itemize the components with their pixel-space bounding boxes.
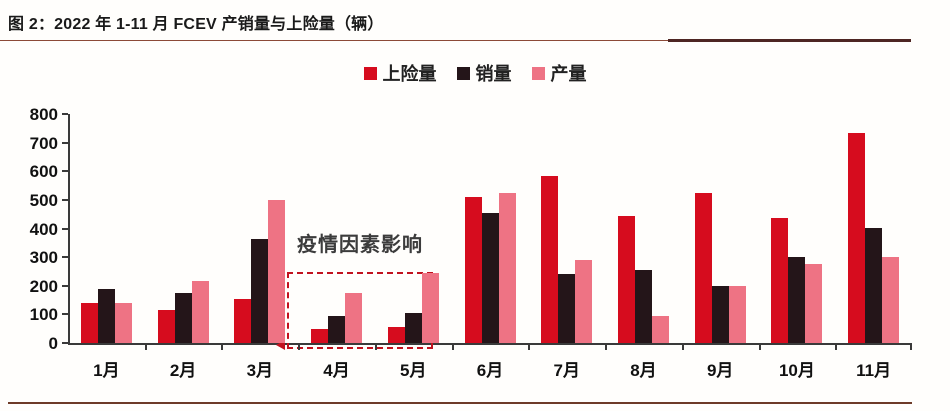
x-axis-label-7月: 7月 (553, 361, 580, 380)
bar-销量-11月 (865, 228, 882, 343)
bar-产量-11月 (882, 257, 899, 343)
x-axis-label-9月: 9月 (706, 361, 734, 380)
bar-产量-6月 (499, 193, 516, 343)
legend-swatch-icon (363, 66, 377, 80)
legend-item-1: 销量 (456, 60, 512, 86)
y-axis-tick-label: 300 (29, 248, 58, 268)
legend-swatch-icon (531, 66, 545, 80)
legend-swatch-icon (456, 66, 470, 80)
bar-chart: 疫情因素影响 0 100 200 300 400 500 600 700 800 1月 2月 3月 4月… (0, 100, 950, 400)
bar-销量-10月 (788, 257, 805, 343)
x-axis-label-5月: 5月 (400, 361, 427, 380)
y-axis-tick (62, 342, 68, 344)
annotation-label: 疫情因素影响 (297, 234, 423, 256)
bar-上险量-9月 (695, 193, 712, 343)
y-axis-tick-label: 400 (29, 219, 58, 239)
bar-销量-8月 (635, 270, 652, 343)
y-axis-tick-label: 0 (48, 334, 58, 353)
x-axis-label-8月: 8月 (630, 361, 657, 380)
bar-销量-7月 (558, 274, 575, 343)
y-axis-tick (62, 141, 68, 144)
bar-上险量-3月 (234, 299, 251, 343)
x-axis-label-4月: 4月 (323, 361, 350, 380)
bar-上险量-7月 (541, 176, 558, 343)
x-axis-label-3月: 3月 (246, 361, 274, 380)
bar-上险量-2月 (158, 310, 175, 343)
bar-产量-8月 (652, 316, 669, 343)
x-axis-tick (682, 345, 684, 350)
y-axis-tick (62, 284, 68, 287)
bottom-rule (8, 402, 912, 404)
bar-产量-4月 (345, 293, 362, 343)
x-axis-tick (528, 345, 530, 350)
x-axis-tick (759, 345, 761, 350)
bar-上险量-6月 (465, 197, 482, 343)
bar-产量-7月 (575, 260, 592, 343)
x-axis-label-10月: 10月 (778, 361, 815, 380)
x-axis-tick (452, 345, 454, 350)
annotation-arrow-icon (276, 340, 285, 350)
legend-label: 上险量 (382, 64, 437, 84)
bar-销量-3月 (251, 239, 268, 343)
bar-上险量-10月 (771, 218, 788, 343)
bar-产量-10月 (805, 264, 822, 343)
bar-上险量-1月 (81, 303, 98, 343)
y-axis-tick (62, 113, 68, 115)
bar-销量-2月 (175, 293, 192, 343)
bar-上险量-8月 (618, 216, 635, 343)
title-rule-thick (668, 39, 911, 42)
bar-产量-3月 (268, 200, 285, 343)
x-axis-tick (145, 345, 147, 350)
y-axis-tick-label: 800 (29, 105, 58, 124)
bar-上险量-4月 (311, 329, 328, 343)
y-axis-tick-label: 200 (29, 276, 58, 296)
x-axis-tick (298, 345, 300, 350)
bar-销量-5月 (405, 313, 422, 343)
y-axis-tick (62, 256, 68, 259)
y-axis-tick-label: 600 (29, 162, 58, 182)
bar-产量-9月 (729, 286, 746, 343)
y-axis-tick (62, 313, 68, 316)
x-axis-tick (605, 345, 607, 350)
y-axis-line (68, 114, 70, 344)
bar-上险量-5月 (388, 327, 405, 343)
y-axis-tick (62, 170, 68, 173)
x-axis-tick (910, 345, 912, 350)
y-axis-tick (62, 198, 68, 201)
x-axis-label-6月: 6月 (476, 361, 504, 380)
legend-item-0: 上险量 (363, 60, 437, 86)
x-axis-tick (221, 345, 223, 350)
x-axis-label-1月: 1月 (93, 361, 120, 380)
bar-上险量-11月 (848, 133, 865, 343)
bar-销量-9月 (712, 286, 729, 343)
x-axis-line (68, 343, 912, 345)
title-rule-thin (0, 40, 911, 41)
x-axis-tick (835, 345, 837, 350)
bar-销量-6月 (482, 213, 499, 343)
bar-销量-1月 (98, 289, 115, 343)
y-axis-tick-label: 700 (29, 133, 58, 153)
x-axis-label-11月: 11月 (856, 361, 892, 380)
y-axis-tick-label: 100 (29, 305, 58, 325)
x-axis-label-2月: 2月 (169, 361, 197, 380)
x-axis-tick (375, 345, 377, 350)
legend-item-2: 产量 (531, 60, 587, 86)
bar-销量-4月 (328, 316, 345, 343)
figure-title: 图 2：2022 年 1-11 月 FCEV 产销量与上险量（辆） (8, 16, 384, 33)
y-axis-tick-label: 500 (29, 190, 58, 210)
chart-legend: 上险量 销量 产量 (0, 60, 950, 86)
legend-label: 产量 (550, 64, 587, 84)
bar-产量-2月 (192, 281, 209, 343)
bar-产量-5月 (422, 273, 439, 343)
legend-label: 销量 (475, 64, 512, 84)
bar-产量-1月 (115, 303, 132, 343)
y-axis-tick (62, 227, 68, 230)
